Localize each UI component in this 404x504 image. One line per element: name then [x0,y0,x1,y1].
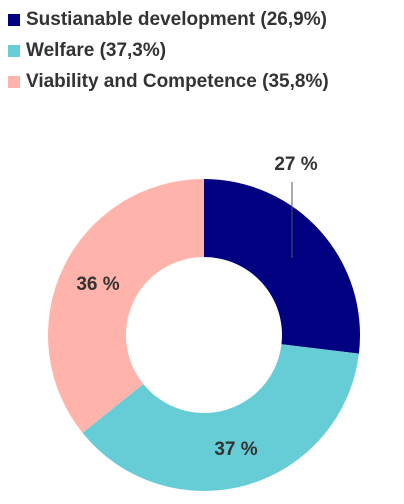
legend-item-viability-competence: Viability and Competence (35,8%) [8,66,404,97]
slice-label-welfare: 37 % [214,439,257,460]
slice-label-viability-competence: 36 % [76,274,119,295]
slice-welfare [82,344,359,491]
legend-swatch-welfare [8,44,20,57]
legend-item-sustainable-development: Sustianable development (26,9%) [8,4,404,35]
slice-viability-competence [47,179,204,433]
legend-label-sustainable-development: Sustianable development (26,9%) [26,8,327,30]
slice-label-sustainable-development: 27 % [274,154,317,175]
chart-legend: Sustianable development (26,9%) Welfare … [8,4,404,97]
legend-swatch-sustainable-development [8,13,20,26]
legend-item-welfare: Welfare (37,3%) [8,35,404,66]
legend-swatch-viability-competence [8,75,20,88]
legend-label-viability-competence: Viability and Competence (35,8%) [26,70,329,92]
legend-label-welfare: Welfare (37,3%) [26,39,167,61]
slice-sustainable-development [204,179,360,354]
